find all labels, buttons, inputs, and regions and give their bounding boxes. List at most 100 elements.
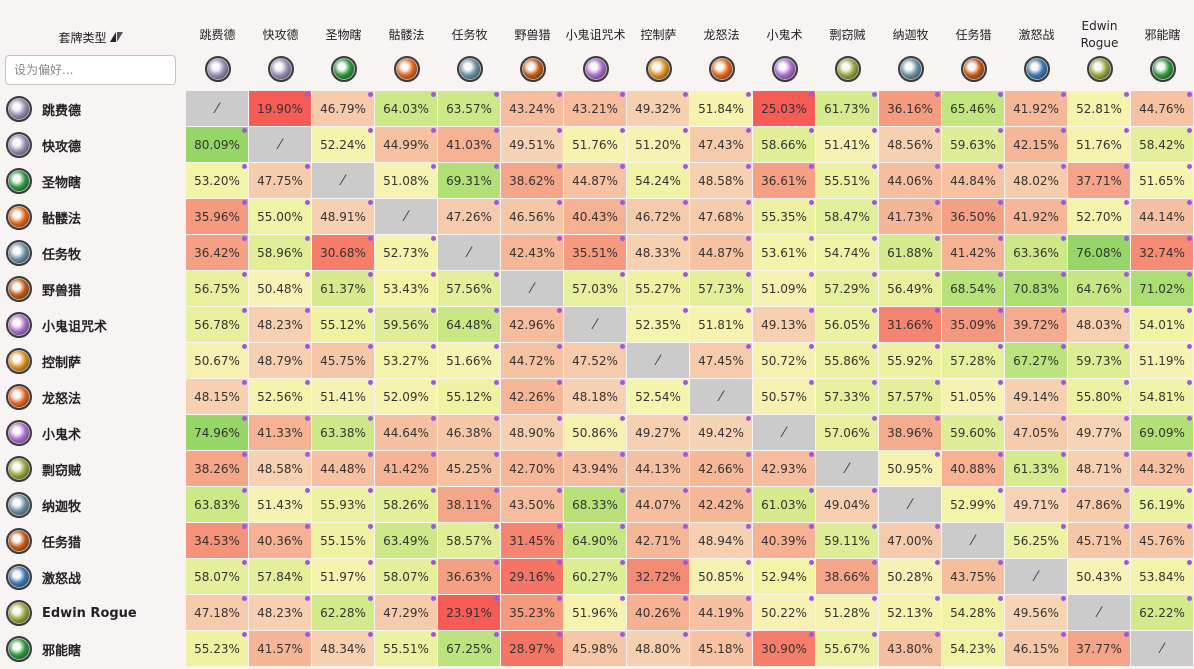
winrate-cell[interactable]: 51.76% — [564, 127, 626, 162]
winrate-cell[interactable]: 80.09% — [186, 127, 248, 162]
winrate-cell[interactable]: 54.24% — [627, 163, 689, 198]
winrate-cell[interactable]: 48.33% — [627, 235, 689, 270]
winrate-cell[interactable]: 58.26% — [375, 487, 437, 522]
winrate-cell[interactable]: 44.72% — [501, 343, 563, 378]
winrate-cell[interactable]: 44.76% — [1131, 91, 1193, 126]
winrate-cell[interactable]: 53.27% — [375, 343, 437, 378]
winrate-cell[interactable]: 44.06% — [879, 163, 941, 198]
winrate-cell[interactable]: 36.50% — [942, 199, 1004, 234]
winrate-cell[interactable]: 42.66% — [690, 451, 752, 486]
winrate-cell[interactable]: 49.04% — [816, 487, 878, 522]
winrate-cell[interactable]: 35.51% — [564, 235, 626, 270]
winrate-cell[interactable]: 63.36% — [1005, 235, 1067, 270]
winrate-cell[interactable]: 36.61% — [753, 163, 815, 198]
winrate-cell[interactable]: 70.83% — [1005, 271, 1067, 306]
winrate-cell[interactable]: 50.72% — [753, 343, 815, 378]
winrate-cell[interactable]: 58.42% — [1131, 127, 1193, 162]
winrate-cell[interactable]: 51.96% — [564, 595, 626, 630]
archetype-sort-header[interactable]: 套牌类型 — [5, 26, 176, 48]
winrate-cell[interactable]: 45.75% — [312, 343, 374, 378]
winrate-cell[interactable]: 38.66% — [816, 559, 878, 594]
winrate-cell[interactable]: 55.23% — [186, 631, 248, 666]
winrate-cell[interactable]: 42.71% — [627, 523, 689, 558]
winrate-cell[interactable]: 61.88% — [879, 235, 941, 270]
winrate-cell[interactable]: 44.13% — [627, 451, 689, 486]
winrate-cell[interactable]: 44.99% — [375, 127, 437, 162]
winrate-cell[interactable]: 51.66% — [438, 343, 500, 378]
winrate-cell[interactable]: 53.84% — [1131, 559, 1193, 594]
winrate-cell[interactable]: 55.92% — [879, 343, 941, 378]
winrate-cell[interactable]: 32.72% — [627, 559, 689, 594]
winrate-cell[interactable]: 42.15% — [1005, 127, 1067, 162]
column-header[interactable]: 小鬼诅咒术 — [564, 14, 627, 91]
winrate-cell[interactable]: 47.75% — [249, 163, 311, 198]
winrate-cell[interactable]: 48.80% — [627, 631, 689, 666]
winrate-cell[interactable]: 50.43% — [1068, 559, 1130, 594]
winrate-cell[interactable]: 38.11% — [438, 487, 500, 522]
winrate-cell[interactable]: 41.33% — [249, 415, 311, 450]
winrate-cell[interactable]: 48.58% — [690, 163, 752, 198]
winrate-cell[interactable]: 54.23% — [942, 631, 1004, 666]
winrate-cell[interactable]: 55.86% — [816, 343, 878, 378]
winrate-cell[interactable]: 56.19% — [1131, 487, 1193, 522]
winrate-cell[interactable]: 25.03% — [753, 91, 815, 126]
winrate-cell[interactable]: 51.08% — [375, 163, 437, 198]
row-header[interactable]: 激怒战 — [0, 559, 186, 595]
winrate-cell[interactable]: 49.42% — [690, 415, 752, 450]
column-header[interactable]: 圣物瞎 — [312, 14, 375, 91]
winrate-cell[interactable]: 28.97% — [501, 631, 563, 666]
winrate-cell[interactable]: 48.71% — [1068, 451, 1130, 486]
winrate-cell[interactable]: 58.66% — [753, 127, 815, 162]
winrate-cell[interactable]: 61.37% — [312, 271, 374, 306]
winrate-cell[interactable]: 42.43% — [501, 235, 563, 270]
winrate-cell[interactable]: 54.81% — [1131, 379, 1193, 414]
column-header[interactable]: 小鬼术 — [753, 14, 816, 91]
winrate-cell[interactable]: 63.38% — [312, 415, 374, 450]
winrate-cell[interactable]: 51.19% — [1131, 343, 1193, 378]
row-header[interactable]: 剽窃贼 — [0, 451, 186, 487]
row-header[interactable]: 圣物瞎 — [0, 163, 186, 199]
winrate-cell[interactable]: 43.80% — [879, 631, 941, 666]
winrate-cell[interactable]: 48.34% — [312, 631, 374, 666]
winrate-cell[interactable]: 35.96% — [186, 199, 248, 234]
winrate-cell[interactable]: 54.74% — [816, 235, 878, 270]
winrate-cell[interactable]: 43.94% — [564, 451, 626, 486]
winrate-cell[interactable]: 44.14% — [1131, 199, 1193, 234]
winrate-cell[interactable]: 59.60% — [942, 415, 1004, 450]
winrate-cell[interactable]: 29.16% — [501, 559, 563, 594]
winrate-cell[interactable]: 32.74% — [1131, 235, 1193, 270]
winrate-cell[interactable]: 36.16% — [879, 91, 941, 126]
winrate-cell[interactable]: 46.15% — [1005, 631, 1067, 666]
winrate-cell[interactable]: 48.56% — [879, 127, 941, 162]
row-header[interactable]: 跳费德 — [0, 91, 186, 127]
winrate-cell[interactable]: 48.18% — [564, 379, 626, 414]
winrate-cell[interactable]: 51.76% — [1068, 127, 1130, 162]
winrate-cell[interactable]: 52.70% — [1068, 199, 1130, 234]
winrate-cell[interactable]: 50.57% — [753, 379, 815, 414]
column-header[interactable]: 邪能瞎 — [1131, 14, 1194, 91]
winrate-cell[interactable]: 49.51% — [501, 127, 563, 162]
winrate-cell[interactable]: 42.96% — [501, 307, 563, 342]
winrate-cell[interactable]: 40.26% — [627, 595, 689, 630]
winrate-cell[interactable]: 41.57% — [249, 631, 311, 666]
winrate-cell[interactable]: 58.96% — [249, 235, 311, 270]
winrate-cell[interactable]: 74.96% — [186, 415, 248, 450]
winrate-cell[interactable]: 64.48% — [438, 307, 500, 342]
winrate-cell[interactable]: 48.15% — [186, 379, 248, 414]
winrate-cell[interactable]: 45.71% — [1068, 523, 1130, 558]
winrate-cell[interactable]: 62.28% — [312, 595, 374, 630]
winrate-cell[interactable]: 41.92% — [1005, 91, 1067, 126]
winrate-cell[interactable]: 71.02% — [1131, 271, 1193, 306]
winrate-cell[interactable]: 40.36% — [249, 523, 311, 558]
winrate-cell[interactable]: 49.27% — [627, 415, 689, 450]
winrate-cell[interactable]: 63.57% — [438, 91, 500, 126]
winrate-cell[interactable]: 47.52% — [564, 343, 626, 378]
winrate-cell[interactable]: 68.54% — [942, 271, 1004, 306]
winrate-cell[interactable]: 48.23% — [249, 307, 311, 342]
column-header[interactable]: 野兽猎 — [501, 14, 564, 91]
winrate-cell[interactable]: 61.73% — [816, 91, 878, 126]
winrate-cell[interactable]: 44.84% — [942, 163, 1004, 198]
winrate-cell[interactable]: 47.29% — [375, 595, 437, 630]
row-header[interactable]: 任务猎 — [0, 523, 186, 559]
winrate-cell[interactable]: 61.33% — [1005, 451, 1067, 486]
